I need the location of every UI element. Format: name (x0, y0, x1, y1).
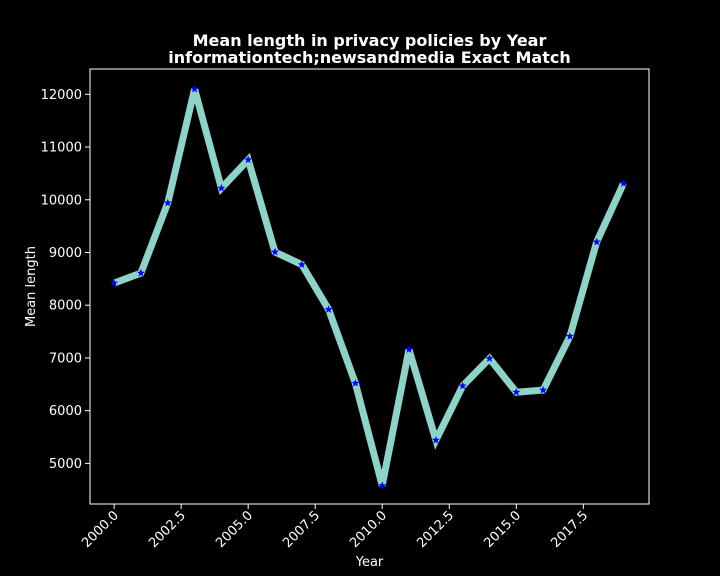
y-tick-label: 9000 (49, 246, 82, 261)
data-point (431, 436, 440, 444)
y-tick-label: 5000 (49, 457, 82, 472)
data-point (271, 247, 279, 256)
plot-frame (89, 68, 650, 505)
data-point (351, 379, 360, 387)
series-line (112, 88, 627, 487)
data-point (592, 237, 601, 246)
plot-area (110, 84, 628, 489)
data-point (110, 278, 119, 287)
y-axis-label: Mean length (24, 246, 39, 327)
data-point (512, 388, 521, 396)
data-point (190, 84, 199, 93)
y-tick-label: 11000 (41, 141, 82, 156)
x-axis-label: Year (355, 555, 384, 570)
data-point (297, 260, 306, 269)
y-tick-label: 12000 (41, 88, 82, 103)
data-point (565, 332, 574, 340)
y-tick-label: 6000 (49, 404, 82, 419)
y-tick-label: 10000 (41, 193, 82, 208)
y-tick-label: 8000 (49, 299, 82, 314)
data-point (485, 354, 494, 362)
data-point (136, 268, 145, 277)
data-point (244, 155, 253, 164)
data-point (619, 179, 628, 187)
data-point (217, 183, 226, 192)
y-tick-label: 7000 (49, 351, 82, 366)
data-point (405, 345, 414, 353)
data-point (539, 385, 548, 394)
data-point (378, 481, 387, 489)
data-point (324, 305, 333, 313)
data-point (458, 381, 467, 390)
chart-title-line1: Mean length in privacy policies by Year (193, 31, 547, 50)
data-point (163, 198, 172, 207)
chart-title-line2: informationtech;newsandmedia Exact Match (168, 48, 570, 67)
